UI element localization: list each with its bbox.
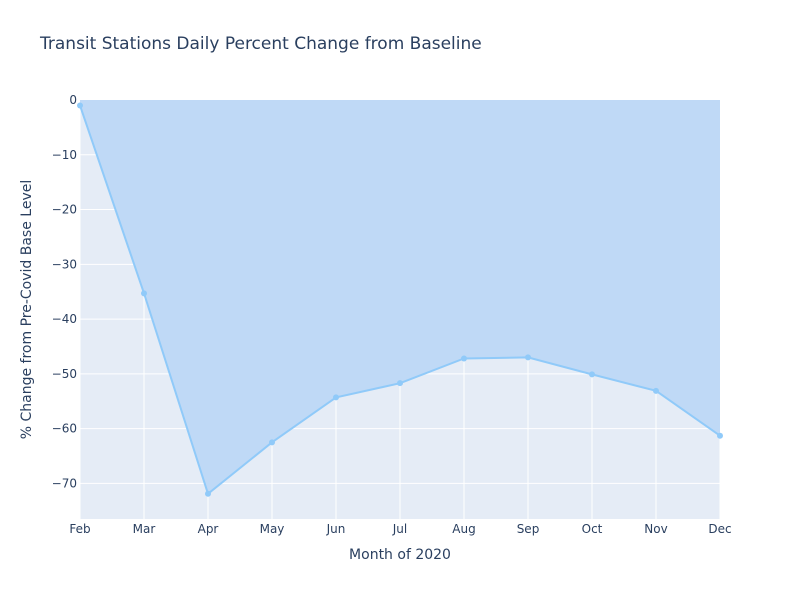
y-tick-label: −60 xyxy=(52,422,77,436)
x-tick-label: Feb xyxy=(69,522,90,536)
y-tick-label: −40 xyxy=(52,312,77,326)
x-tick-label: Jun xyxy=(326,522,346,536)
x-tick-label: Nov xyxy=(644,522,667,536)
data-point xyxy=(525,354,531,361)
x-tick-label: Mar xyxy=(133,522,156,536)
data-point xyxy=(397,380,403,387)
y-tick-label: 0 xyxy=(69,93,77,107)
data-point xyxy=(653,387,659,394)
y-tick-label: −10 xyxy=(52,148,77,162)
y-tick-label: −70 xyxy=(52,476,77,490)
x-tick-label: Dec xyxy=(708,522,731,536)
y-tick-label: −20 xyxy=(52,203,77,217)
data-point xyxy=(205,490,211,497)
area-fill xyxy=(80,100,720,494)
data-point xyxy=(461,355,467,362)
data-points xyxy=(77,102,723,497)
x-axis-title: Month of 2020 xyxy=(349,547,451,563)
x-tick-labels: Feb Mar Apr May Jun Jul Aug Sep Oct Nov Dec xyxy=(69,522,731,536)
data-point xyxy=(589,371,595,378)
x-tick-label: Sep xyxy=(517,522,540,536)
x-tick-label: Oct xyxy=(582,522,603,536)
chart-title: Transit Stations Daily Percent Change fr… xyxy=(40,34,482,54)
y-axis-title: % Change from Pre-Covid Base Level xyxy=(19,180,35,440)
data-point xyxy=(77,102,83,109)
y-tick-labels: 0 −10 −20 −30 −40 −50 −60 −70 xyxy=(52,93,77,490)
data-point xyxy=(717,432,723,439)
x-tick-label: Apr xyxy=(198,522,219,536)
data-point xyxy=(269,439,275,446)
x-tick-label: Jul xyxy=(392,522,407,536)
data-point xyxy=(141,290,147,297)
y-tick-label: −30 xyxy=(52,257,77,271)
x-tick-label: Aug xyxy=(452,522,475,536)
y-tick-label: −50 xyxy=(52,367,77,381)
data-point xyxy=(333,394,339,401)
x-tick-label: May xyxy=(260,522,285,536)
